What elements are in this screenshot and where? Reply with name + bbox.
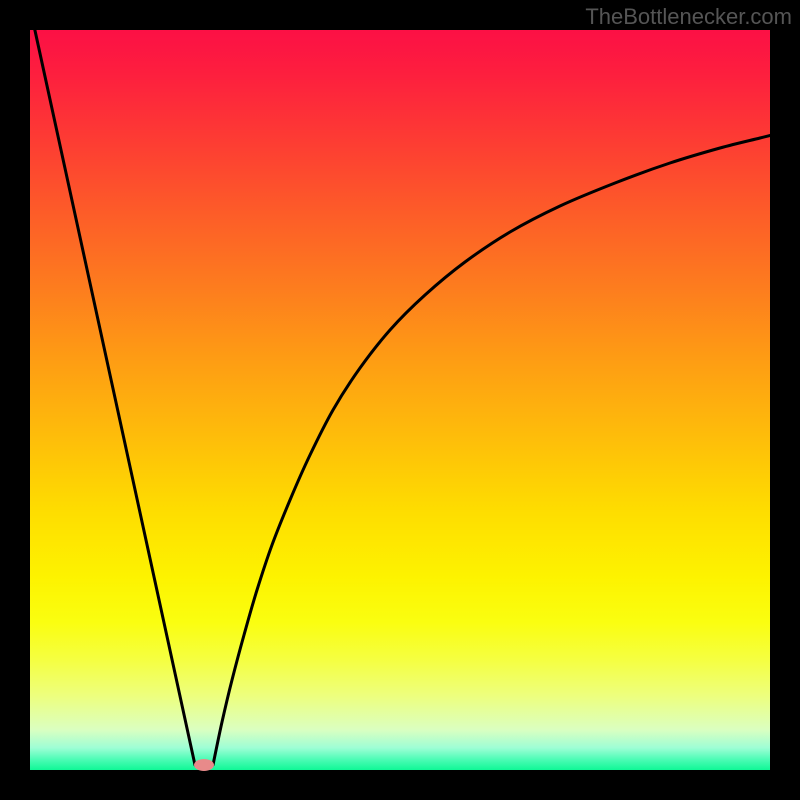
minimum-marker	[194, 759, 214, 771]
plot-area	[30, 30, 770, 770]
chart-svg	[0, 0, 800, 800]
chart-container: TheBottlenecker.com	[0, 0, 800, 800]
watermark-text: TheBottlenecker.com	[585, 4, 792, 30]
